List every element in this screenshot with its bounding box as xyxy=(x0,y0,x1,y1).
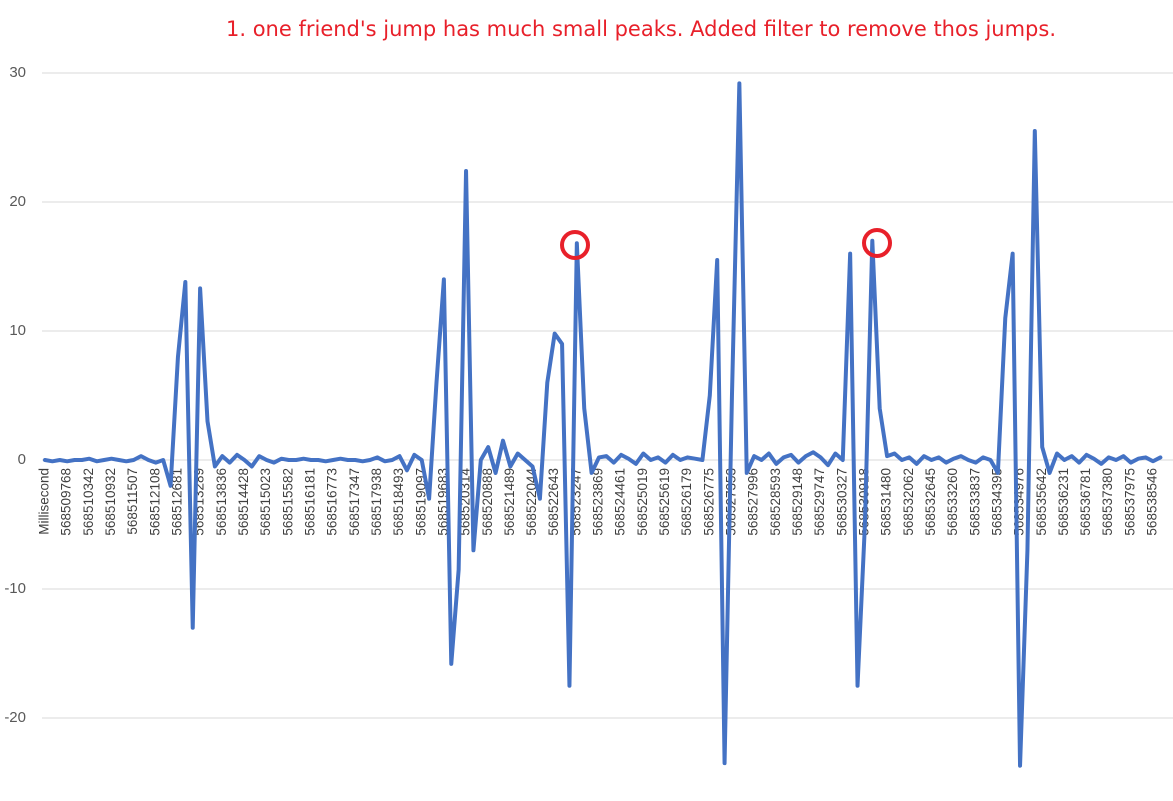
x-tick-label: 568511507 xyxy=(125,468,140,535)
x-tick-label: 568512108 xyxy=(147,468,162,536)
x-tick-label: 568528593 xyxy=(768,468,783,536)
x-tick-label: 568537975 xyxy=(1122,468,1137,536)
x-tick-label: 568535642 xyxy=(1034,468,1049,536)
x-tick-label: 568521489 xyxy=(502,468,517,536)
x-tick-label: 568517347 xyxy=(347,468,362,536)
x-tick-label: 568518493 xyxy=(391,468,406,536)
x-tick-label: 568534976 xyxy=(1012,468,1027,536)
x-tick-label: 568529747 xyxy=(812,468,827,536)
x-axis-labels: Millisecond 568509768 568510342 568510932 56… xyxy=(37,468,1160,536)
x-tick-label: 568525019 xyxy=(635,468,650,536)
y-tick-label: -10 xyxy=(4,580,26,597)
x-tick-label: 568538546 xyxy=(1145,468,1160,536)
x-tick-label: 568534395 xyxy=(989,468,1004,536)
y-tick-label: 20 xyxy=(9,193,26,210)
x-tick-label: 568536231 xyxy=(1056,468,1071,536)
plot xyxy=(43,81,1163,768)
x-tick-label: 568525619 xyxy=(657,468,672,536)
x-tick-label: Millisecond xyxy=(37,468,52,535)
x-tick-label: 568513836 xyxy=(214,468,229,536)
x-tick-label: 568531480 xyxy=(879,468,894,536)
x-tick-label: 568523869 xyxy=(591,468,606,536)
x-tick-label: 568515023 xyxy=(258,468,273,536)
x-tick-label: 568516773 xyxy=(325,468,340,536)
x-tick-label: 568529148 xyxy=(790,468,805,536)
x-tick-label: 568532645 xyxy=(923,468,938,536)
x-tick-label: 568533837 xyxy=(967,468,982,536)
x-tick-label: 568532062 xyxy=(901,468,916,536)
x-tick-label: 568510342 xyxy=(81,468,96,536)
annotation: 1. one friend's jump has much small peak… xyxy=(226,17,1056,41)
x-tick-label: 568530327 xyxy=(834,468,849,536)
highlight-circle xyxy=(862,228,892,258)
x-tick-label: 568509768 xyxy=(59,468,74,536)
y-tick-label: -20 xyxy=(4,709,26,726)
x-tick-label: 568516181 xyxy=(302,468,317,536)
x-tick-label: 568517938 xyxy=(369,468,384,536)
x-tick-label: 568514428 xyxy=(236,468,251,536)
x-tick-label: 568510932 xyxy=(103,468,118,536)
data-line xyxy=(43,81,1163,768)
y-tick-label: 10 xyxy=(9,322,26,339)
x-tick-label: 568515582 xyxy=(280,468,295,536)
x-tick-label: 568537380 xyxy=(1100,468,1115,536)
x-tick-label: 568526179 xyxy=(679,468,694,536)
x-tick-label: 568520888 xyxy=(480,468,495,536)
x-tick-label: 568536781 xyxy=(1078,468,1093,536)
x-tick-label: 568522643 xyxy=(546,468,561,536)
highlight-circle xyxy=(560,230,590,260)
y-tick-label: 30 xyxy=(9,64,26,81)
x-tick-label: 568524461 xyxy=(613,468,628,536)
grid: -20 -10 0 10 20 30 xyxy=(4,64,1173,726)
x-tick-label: 568533260 xyxy=(945,468,960,536)
x-tick-label: 568527996 xyxy=(746,468,761,536)
x-tick-label: 568526775 xyxy=(701,468,716,536)
x-tick-label: 568512681 xyxy=(170,468,185,536)
y-tick-label: 0 xyxy=(18,451,26,468)
